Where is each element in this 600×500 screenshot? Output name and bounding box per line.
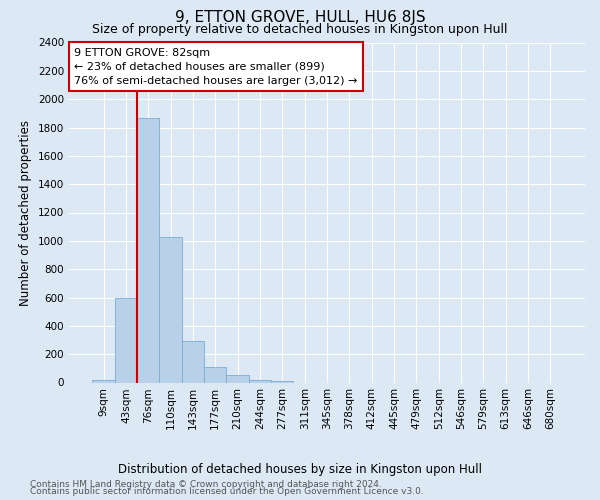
Text: Distribution of detached houses by size in Kingston upon Hull: Distribution of detached houses by size … — [118, 462, 482, 475]
Text: 9, ETTON GROVE, HULL, HU6 8JS: 9, ETTON GROVE, HULL, HU6 8JS — [175, 10, 425, 25]
Bar — [182, 342, 204, 382]
Bar — [137, 118, 160, 382]
Bar — [92, 380, 115, 382]
Y-axis label: Number of detached properties: Number of detached properties — [19, 120, 32, 306]
Text: Contains HM Land Registry data © Crown copyright and database right 2024.: Contains HM Land Registry data © Crown c… — [30, 480, 382, 489]
Text: Contains public sector information licensed under the Open Government Licence v3: Contains public sector information licen… — [30, 487, 424, 496]
Bar — [271, 381, 293, 382]
Text: Size of property relative to detached houses in Kingston upon Hull: Size of property relative to detached ho… — [92, 22, 508, 36]
Bar — [115, 298, 137, 382]
Bar — [226, 376, 249, 382]
Text: 9 ETTON GROVE: 82sqm
← 23% of detached houses are smaller (899)
76% of semi-deta: 9 ETTON GROVE: 82sqm ← 23% of detached h… — [74, 48, 358, 86]
Bar — [249, 380, 271, 382]
Bar — [160, 236, 182, 382]
Bar — [204, 367, 226, 382]
